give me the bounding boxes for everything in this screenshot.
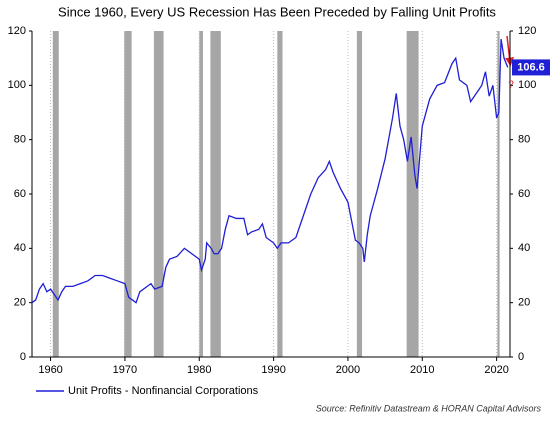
y-tick-label: 40	[14, 242, 26, 254]
x-tick-label: 2000	[336, 364, 360, 376]
y2-tick-label: 80	[518, 134, 530, 146]
annotation: ?	[508, 80, 514, 91]
recession-band	[356, 31, 363, 357]
recession-band	[153, 31, 164, 357]
value-label: 106.6	[517, 61, 545, 73]
x-tick-label: 1960	[38, 364, 62, 376]
legend-label: Unit Profits - Nonfinancial Corporations	[68, 385, 259, 397]
recession-band	[52, 31, 59, 357]
recession-band	[497, 31, 500, 357]
recession-band	[124, 31, 132, 357]
value-label-box	[512, 59, 550, 76]
recession-band	[199, 31, 203, 357]
y-tick-label: 120	[8, 25, 26, 37]
x-tick-label: 1990	[261, 364, 285, 376]
y-tick-label: 20	[14, 297, 26, 309]
chart-title: Since 1960, Every US Recession Has Been …	[58, 4, 496, 19]
y-tick-label: 100	[8, 79, 26, 91]
source: Source: Refinitiv Datastream & HORAN Cap…	[316, 403, 542, 413]
x-tick-label: 2010	[410, 364, 434, 376]
x-tick-label: 1970	[113, 364, 137, 376]
x-tick-label: 1980	[187, 364, 211, 376]
y2-tick-label: 0	[518, 351, 524, 363]
y2-tick-label: 120	[518, 25, 536, 37]
y-tick-label: 0	[20, 351, 26, 363]
y-tick-label: 80	[14, 134, 26, 146]
y2-tick-label: 60	[518, 188, 530, 200]
y2-tick-label: 40	[518, 242, 530, 254]
line	[31, 39, 509, 304]
y2-tick-label: 100	[518, 79, 536, 91]
y2-tick-label: 20	[518, 297, 530, 309]
x-tick-label: 2020	[484, 364, 508, 376]
recession-band	[406, 31, 419, 357]
recession-band	[277, 31, 283, 357]
y-tick-label: 60	[14, 188, 26, 200]
recession-band	[210, 31, 221, 357]
